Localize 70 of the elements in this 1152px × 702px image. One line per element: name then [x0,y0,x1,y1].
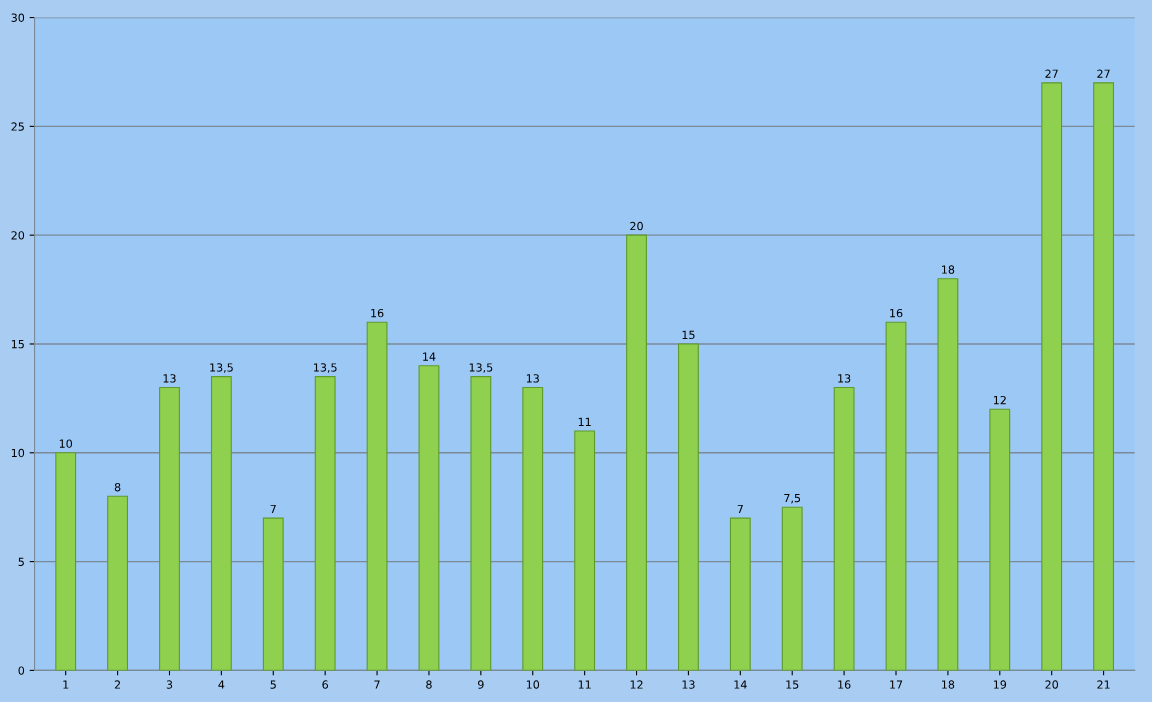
x-tick-label: 14 [734,680,747,689]
x-tick-label: 18 [942,680,955,689]
x-tick-label: 4 [218,680,225,689]
x-tick-label: 5 [270,680,276,689]
x-tick-label: 7 [374,680,380,689]
data-label: 13,5 [314,363,337,373]
data-label: 13 [526,374,539,383]
data-label: 10 [59,439,73,448]
bar [314,376,336,671]
data-label: 13 [163,374,176,383]
bar [522,386,544,671]
data-label: 27 [1045,69,1058,78]
bar [678,343,699,671]
bar [418,365,440,671]
y-tick-label: 25 [11,122,24,131]
x-tick-label: 2 [114,680,121,689]
data-label: 8 [114,482,121,492]
y-tick-label: 20 [11,231,25,240]
x-tick-label: 8 [426,680,432,689]
data-label: 27 [1097,69,1110,78]
data-label: 13,5 [210,363,233,373]
x-tick-label: 9 [478,680,484,689]
data-label: 16 [371,308,384,318]
data-label: 20 [630,221,643,231]
data-label: 7 [737,504,743,513]
bar [55,452,77,671]
data-label: 16 [890,308,903,318]
bar [1041,82,1063,671]
x-tick-label: 19 [993,680,1007,689]
x-tick-label: 17 [890,680,903,689]
x-tick-label: 16 [838,680,851,689]
bar [885,321,907,671]
bar [262,517,284,671]
data-label: 7 [270,504,276,513]
bar [107,495,129,671]
x-tick-label: 21 [1097,680,1110,689]
bar [470,376,492,671]
bar [989,408,1011,671]
bar [366,321,388,671]
bar [210,376,232,671]
bar [574,430,596,671]
x-tick-label: 15 [786,680,799,689]
bar [159,386,180,671]
x-tick-label: 1 [63,680,69,689]
y-tick-label: 0 [18,666,25,675]
data-label: 12 [993,395,1006,405]
x-tick-label: 12 [630,680,643,689]
data-label: 14 [423,352,436,361]
x-tick-label: 20 [1045,680,1059,689]
bar [729,517,751,671]
bar [1093,82,1114,671]
bar [781,506,803,671]
x-tick-label: 11 [578,680,591,689]
y-tick-label: 10 [11,448,25,458]
data-label: 11 [578,417,591,426]
data-label: 13 [838,374,851,383]
y-tick-label: 30 [11,13,25,22]
y-tick-label: 15 [11,340,24,349]
x-tick-label: 13 [682,680,695,689]
data-label: 7,5 [784,494,801,504]
data-label: 18 [942,265,955,274]
x-tick-label: 6 [322,680,328,689]
x-tick-label: 3 [166,680,173,689]
data-label: 15 [682,330,695,340]
data-label: 13,5 [469,363,493,373]
bar [937,278,959,671]
bar [626,234,647,671]
x-tick-label: 10 [526,680,540,689]
y-tick-label: 5 [18,557,24,566]
bar [833,386,855,671]
